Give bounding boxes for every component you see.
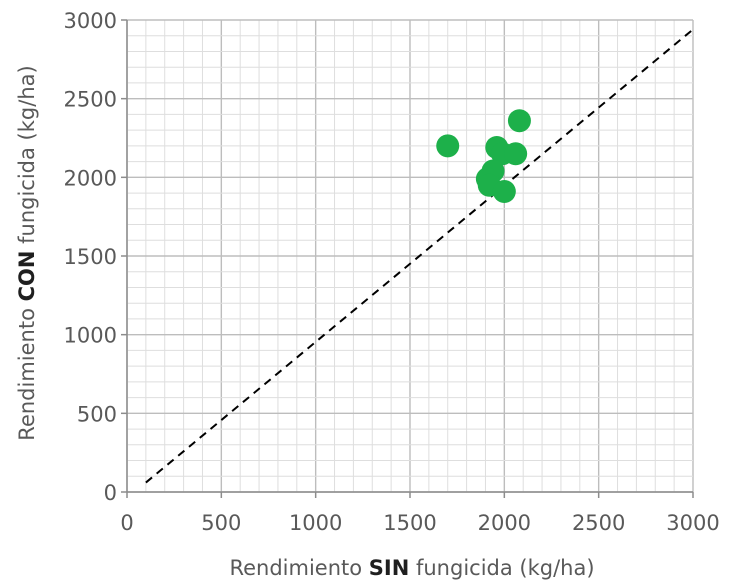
- data-point: [507, 109, 531, 133]
- y-tick-label: 500: [77, 402, 117, 426]
- y-tick-labels: 0 500 1000 1500 2000 2500 3000: [64, 9, 117, 505]
- x-tick-label: 3000: [666, 511, 719, 535]
- reference-line-group: [145, 28, 694, 484]
- x-tick-label: 2500: [572, 511, 625, 535]
- data-point: [504, 142, 528, 166]
- x-tick-label: 1500: [383, 511, 436, 535]
- y-tick-label: 1000: [64, 324, 117, 348]
- y-tick-label: 2500: [64, 88, 117, 112]
- x-tick-label: 1000: [289, 511, 342, 535]
- x-tick-label: 500: [201, 511, 241, 535]
- axes: [121, 19, 694, 498]
- x-tick-labels: 0 500 1000 1500 2000 2500 3000: [120, 511, 719, 535]
- x-tick-label: 2000: [478, 511, 531, 535]
- data-point: [492, 179, 516, 203]
- y-tick-label: 2000: [64, 166, 117, 190]
- data-point: [436, 134, 460, 158]
- grid: [126, 19, 694, 493]
- data-points: [436, 109, 531, 203]
- x-axis-title: Rendimiento SIN fungicida (kg/ha): [229, 556, 594, 580]
- y-tick-label: 3000: [64, 9, 117, 33]
- x-tick-label: 0: [120, 511, 133, 535]
- y-tick-label: 1500: [64, 245, 117, 269]
- y-axis-title: Rendimiento CON fungicida (kg/ha): [15, 65, 39, 440]
- y-tick-label: 0: [104, 481, 117, 505]
- reference-line: [145, 28, 694, 484]
